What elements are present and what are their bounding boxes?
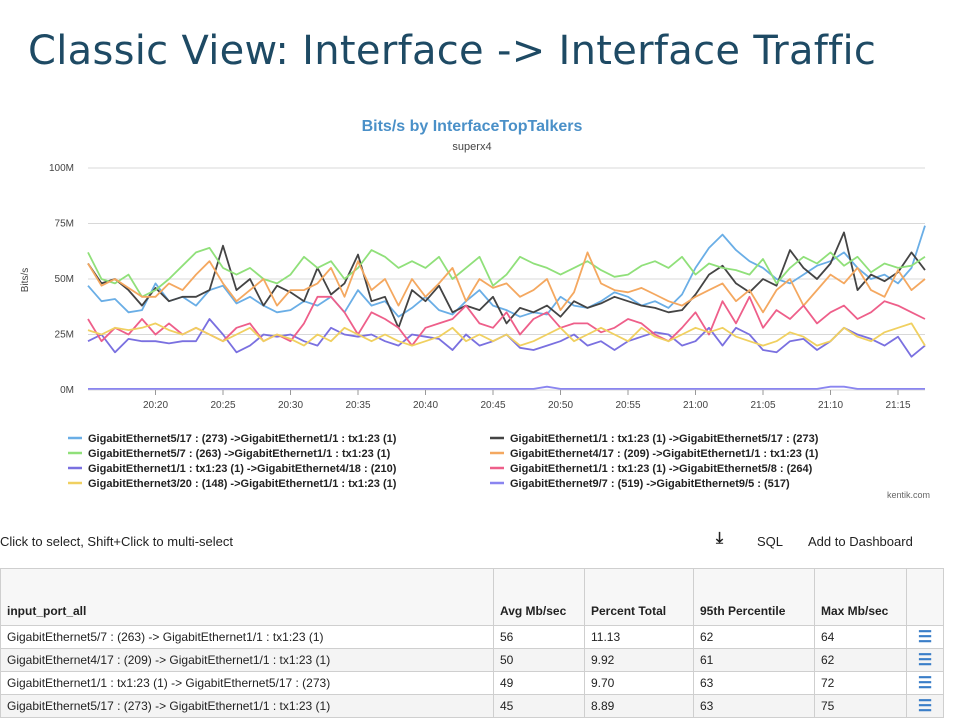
cell-percent: 9.92 xyxy=(584,648,694,672)
cell-percent: 9.70 xyxy=(584,671,694,695)
cell-p95: 63 xyxy=(693,671,815,695)
cell-percent: 11.13 xyxy=(584,625,694,649)
legend-item[interactable]: GigabitEthernet4/17 : (209) ->GigabitEth… xyxy=(510,448,819,460)
download-icon[interactable]: ⤓ xyxy=(716,530,724,547)
x-tick-label: 20:20 xyxy=(143,400,168,411)
menu-icon[interactable]: ☰ xyxy=(906,625,944,649)
cell-max: 64 xyxy=(814,625,907,649)
table-row[interactable]: GigabitEthernet1/1 : tx1:23 (1) -> Gigab… xyxy=(0,671,944,695)
cell-max: 75 xyxy=(814,694,907,718)
legend-item[interactable]: GigabitEthernet3/20 : (148) ->GigabitEth… xyxy=(88,478,397,490)
x-tick-label: 20:55 xyxy=(615,400,640,411)
x-tick-label: 20:30 xyxy=(278,400,303,411)
cell-interface: GigabitEthernet5/7 : (263) -> GigabitEth… xyxy=(0,625,494,649)
cell-p95: 61 xyxy=(693,648,815,672)
column-header[interactable]: Max Mb/sec xyxy=(814,568,907,626)
y-tick-label: 75M xyxy=(55,219,74,230)
series-line-3[interactable] xyxy=(87,251,926,314)
x-tick-label: 20:45 xyxy=(480,400,505,411)
x-tick-label: 21:10 xyxy=(818,400,843,411)
cell-avg: 45 xyxy=(493,694,585,718)
y-tick-label: 0M xyxy=(60,385,74,396)
cell-interface: GigabitEthernet4/17 : (209) -> GigabitEt… xyxy=(0,648,494,672)
cell-interface: GigabitEthernet5/17 : (273) -> GigabitEt… xyxy=(0,694,494,718)
y-axis-label: Bits/s xyxy=(20,268,31,292)
y-tick-label: 100M xyxy=(49,163,74,174)
cell-p95: 62 xyxy=(693,625,815,649)
x-tick-label: 20:25 xyxy=(210,400,235,411)
menu-icon[interactable]: ☰ xyxy=(906,694,944,718)
cell-max: 62 xyxy=(814,648,907,672)
column-header[interactable]: 95th Percentile xyxy=(693,568,815,626)
page-title: Classic View: Interface -> Interface Tra… xyxy=(28,28,877,74)
legend-item[interactable]: GigabitEthernet5/7 : (263) ->GigabitEthe… xyxy=(88,448,391,460)
legend-item[interactable]: GigabitEthernet5/17 : (273) ->GigabitEth… xyxy=(88,433,397,445)
column-header[interactable]: Percent Total xyxy=(584,568,694,626)
sql-button[interactable]: SQL xyxy=(757,534,784,549)
cell-avg: 49 xyxy=(493,671,585,695)
table-row[interactable]: GigabitEthernet4/17 : (209) -> GigabitEt… xyxy=(0,648,944,672)
series-line-6[interactable] xyxy=(87,322,926,347)
column-header[interactable]: Avg Mb/sec xyxy=(493,568,585,626)
x-tick-label: 21:05 xyxy=(750,400,775,411)
table-row[interactable]: GigabitEthernet5/17 : (273) -> GigabitEt… xyxy=(0,694,944,718)
chart-title: Bits/s by InterfaceTopTalkers xyxy=(362,118,583,135)
series-line-5[interactable] xyxy=(87,295,926,347)
x-tick-label: 20:35 xyxy=(345,400,370,411)
menu-icon[interactable]: ☰ xyxy=(906,648,944,672)
y-tick-label: 25M xyxy=(55,330,74,341)
legend-item[interactable]: GigabitEthernet9/7 : (519) ->GigabitEthe… xyxy=(510,478,790,490)
series-line-4[interactable] xyxy=(87,318,926,358)
cell-avg: 56 xyxy=(493,625,585,649)
x-tick-label: 20:50 xyxy=(548,400,573,411)
x-tick-label: 21:00 xyxy=(683,400,708,411)
chart-credit: kentik.com xyxy=(887,490,930,500)
chart-subtitle: superx4 xyxy=(452,141,491,153)
legend-item[interactable]: GigabitEthernet1/1 : tx1:23 (1) ->Gigabi… xyxy=(88,463,397,475)
series-line-7[interactable] xyxy=(88,385,925,390)
header-spacer xyxy=(906,568,944,626)
legend-item[interactable]: GigabitEthernet1/1 : tx1:23 (1) ->Gigabi… xyxy=(510,463,813,475)
x-tick-label: 21:15 xyxy=(885,400,910,411)
table-toolbar: Click to select, Shift+Click to multi-se… xyxy=(0,528,960,556)
cell-p95: 63 xyxy=(693,694,815,718)
legend-item[interactable]: GigabitEthernet1/1 : tx1:23 (1) ->Gigabi… xyxy=(510,433,819,445)
cell-max: 72 xyxy=(814,671,907,695)
menu-icon[interactable]: ☰ xyxy=(906,671,944,695)
series-line-0[interactable] xyxy=(87,225,926,318)
cell-percent: 8.89 xyxy=(584,694,694,718)
table-row[interactable]: GigabitEthernet5/7 : (263) -> GigabitEth… xyxy=(0,625,944,649)
x-tick-label: 20:40 xyxy=(413,400,438,411)
cell-interface: GigabitEthernet1/1 : tx1:23 (1) -> Gigab… xyxy=(0,671,494,695)
column-header[interactable]: input_port_all xyxy=(0,568,494,626)
traffic-chart: Bits/s by InterfaceTopTalkers superx4 0M… xyxy=(20,118,930,500)
add-to-dashboard-button[interactable]: Add to Dashboard xyxy=(808,534,913,549)
series-line-2[interactable] xyxy=(87,246,926,298)
series-line-1[interactable] xyxy=(87,231,926,329)
selection-hint: Click to select, Shift+Click to multi-se… xyxy=(0,534,233,549)
cell-avg: 50 xyxy=(493,648,585,672)
table-header-row: input_port_all Avg Mb/sec Percent Total … xyxy=(0,568,944,626)
y-tick-label: 50M xyxy=(55,274,74,285)
results-table: input_port_all Avg Mb/sec Percent Total … xyxy=(0,568,944,718)
